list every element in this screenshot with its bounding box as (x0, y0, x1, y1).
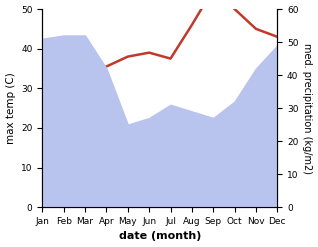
Y-axis label: med. precipitation (kg/m2): med. precipitation (kg/m2) (302, 43, 313, 174)
X-axis label: date (month): date (month) (119, 231, 201, 242)
Y-axis label: max temp (C): max temp (C) (5, 72, 16, 144)
